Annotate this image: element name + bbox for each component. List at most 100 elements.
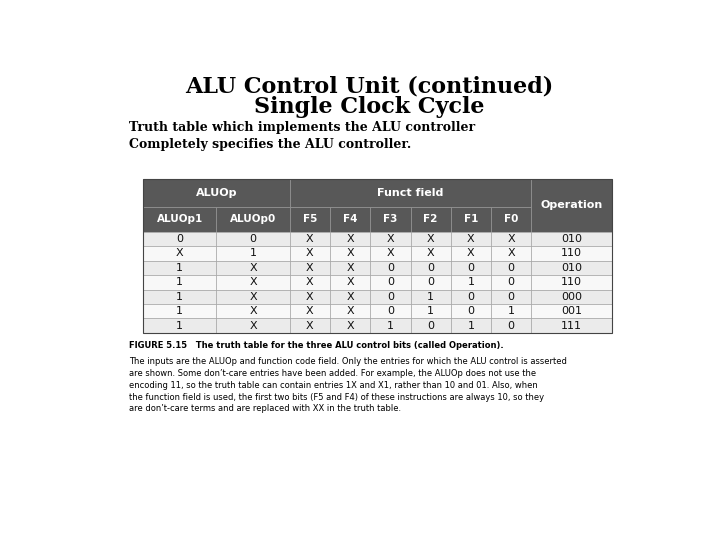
Text: 0: 0	[508, 263, 515, 273]
Bar	[217, 304, 289, 319]
Bar	[451, 260, 491, 275]
Text: X: X	[387, 248, 395, 258]
Text: 1: 1	[467, 321, 474, 330]
Text: 0: 0	[467, 292, 474, 302]
Text: 110: 110	[561, 277, 582, 287]
Text: X: X	[306, 248, 314, 258]
Bar	[370, 304, 410, 319]
Bar	[491, 207, 531, 232]
Text: X: X	[346, 248, 354, 258]
Text: 110: 110	[561, 248, 582, 258]
Text: X: X	[467, 248, 474, 258]
Text: 1: 1	[176, 263, 183, 273]
Bar	[410, 304, 451, 319]
Bar	[330, 289, 370, 304]
Text: 1: 1	[508, 306, 515, 316]
Bar	[143, 260, 217, 275]
Bar	[289, 232, 330, 246]
Text: X: X	[306, 306, 314, 316]
Bar	[370, 232, 410, 246]
Bar	[451, 232, 491, 246]
Text: X: X	[387, 234, 395, 244]
Bar	[410, 246, 451, 260]
Bar	[451, 246, 491, 260]
Text: ALUOp0: ALUOp0	[230, 214, 276, 225]
Text: X: X	[346, 277, 354, 287]
Text: X: X	[306, 321, 314, 330]
Bar	[289, 304, 330, 319]
Text: X: X	[427, 248, 434, 258]
Bar	[410, 275, 451, 289]
Bar	[143, 179, 289, 207]
Text: 1: 1	[427, 306, 434, 316]
Bar	[370, 319, 410, 333]
Text: ALUOp: ALUOp	[196, 188, 237, 198]
Text: 1: 1	[387, 321, 394, 330]
Text: 0: 0	[508, 321, 515, 330]
Text: 0: 0	[176, 234, 183, 244]
Bar	[491, 260, 531, 275]
Text: 010: 010	[561, 263, 582, 273]
Bar	[531, 232, 612, 246]
Text: 000: 000	[561, 292, 582, 302]
Text: X: X	[249, 292, 257, 302]
Text: Funct field: Funct field	[377, 188, 444, 198]
Bar	[330, 304, 370, 319]
Bar	[217, 232, 289, 246]
Text: X: X	[508, 234, 515, 244]
Bar	[330, 275, 370, 289]
Bar	[143, 319, 217, 333]
Text: F1: F1	[464, 214, 478, 225]
Bar	[531, 179, 612, 232]
Text: 1: 1	[427, 292, 434, 302]
Text: 1: 1	[176, 277, 183, 287]
Bar	[143, 289, 217, 304]
Bar	[289, 207, 330, 232]
Bar	[370, 246, 410, 260]
Bar	[451, 319, 491, 333]
Bar	[143, 275, 217, 289]
Bar	[217, 207, 289, 232]
Bar	[410, 232, 451, 246]
Text: F5: F5	[302, 214, 317, 225]
Text: X: X	[346, 321, 354, 330]
Text: 010: 010	[561, 234, 582, 244]
Bar	[217, 275, 289, 289]
Text: X: X	[176, 248, 184, 258]
Text: Operation: Operation	[541, 200, 603, 211]
Text: X: X	[427, 234, 434, 244]
Text: F0: F0	[504, 214, 518, 225]
Bar	[143, 232, 217, 246]
Text: The inputs are the ALUOp and function code field. Only the entries for which the: The inputs are the ALUOp and function co…	[129, 357, 567, 413]
Text: ALU Control Unit (continued): ALU Control Unit (continued)	[185, 75, 553, 97]
Bar	[289, 319, 330, 333]
Bar	[289, 275, 330, 289]
Bar	[491, 319, 531, 333]
Bar	[410, 289, 451, 304]
Text: 0: 0	[508, 292, 515, 302]
Bar	[330, 260, 370, 275]
Bar	[370, 207, 410, 232]
Text: X: X	[249, 321, 257, 330]
Text: 0: 0	[508, 277, 515, 287]
Text: X: X	[346, 263, 354, 273]
Text: 0: 0	[467, 263, 474, 273]
Bar	[370, 260, 410, 275]
Text: X: X	[249, 277, 257, 287]
Text: 1: 1	[176, 306, 183, 316]
Text: F3: F3	[383, 214, 397, 225]
Text: Truth table which implements the ALU controller: Truth table which implements the ALU con…	[129, 121, 475, 134]
Text: X: X	[508, 248, 515, 258]
Text: 111: 111	[561, 321, 582, 330]
Bar	[410, 260, 451, 275]
Bar	[370, 275, 410, 289]
Bar	[143, 179, 612, 333]
Text: X: X	[306, 234, 314, 244]
Bar	[531, 289, 612, 304]
Bar	[217, 319, 289, 333]
Text: 0: 0	[387, 292, 394, 302]
Bar	[330, 319, 370, 333]
Bar	[289, 260, 330, 275]
Text: X: X	[249, 306, 257, 316]
Text: Completely specifies the ALU controller.: Completely specifies the ALU controller.	[129, 138, 411, 151]
